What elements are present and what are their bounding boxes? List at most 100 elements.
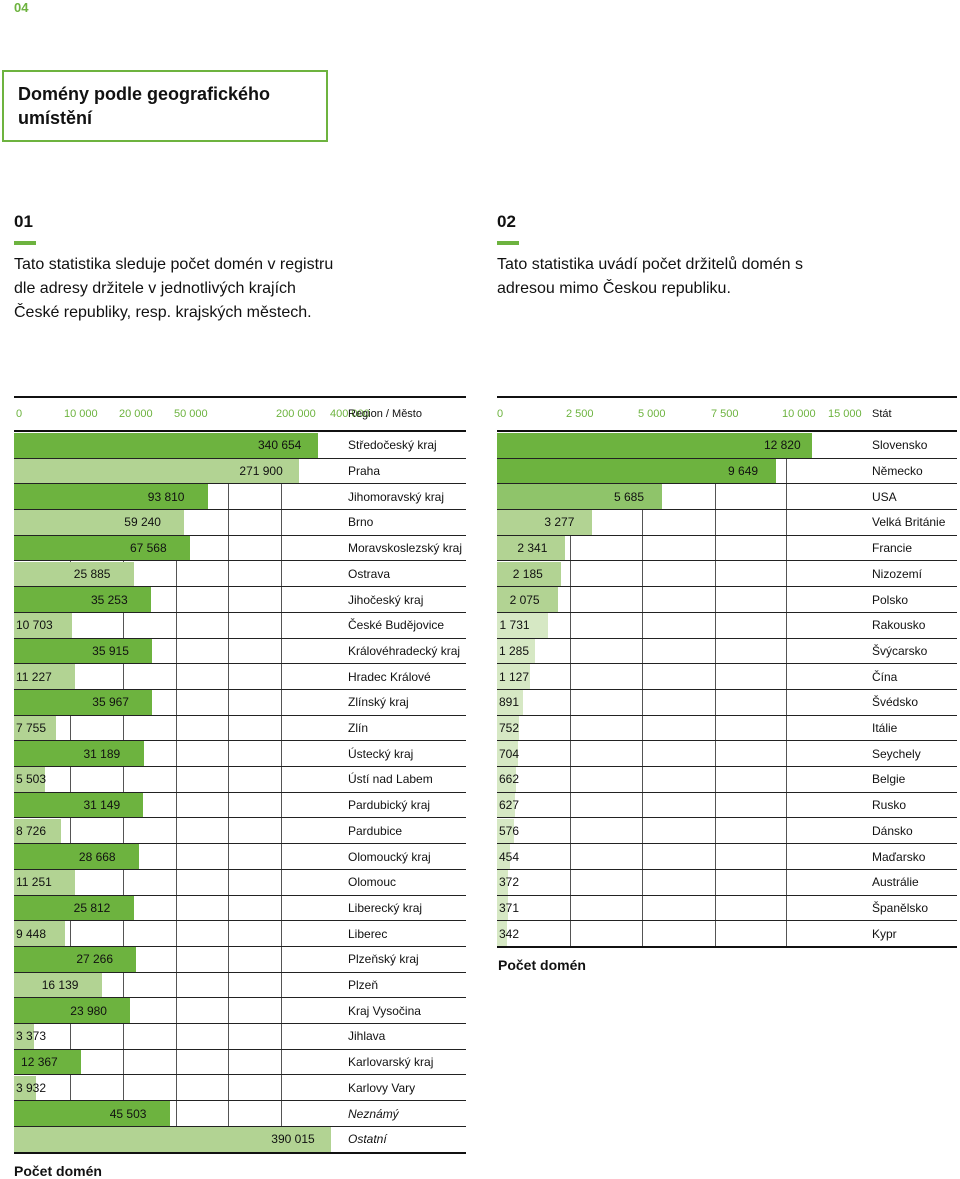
bar-row: 2 075 Polsko: [497, 587, 957, 613]
bar: [497, 458, 777, 484]
bar-row: 10 703 České Budějovice: [14, 612, 466, 639]
bar: [14, 638, 153, 664]
data-label: 8 726: [16, 823, 47, 838]
bar: [497, 433, 812, 458]
bar-row: 704 Seychely: [497, 741, 957, 768]
data-label: 31 149: [83, 798, 121, 813]
x-tick-label: 15 000: [828, 408, 862, 420]
bar-row: 3 277 Velká Británie: [497, 510, 957, 536]
category-label: Královéhradecký kraj: [348, 643, 461, 658]
category-label: Hradec Králové: [348, 669, 431, 684]
x-tick-label: 0: [497, 408, 504, 420]
bar-row: 9 649 Německo: [497, 458, 957, 485]
data-label: 35 253: [90, 592, 128, 607]
x-tick-label: 20 000: [119, 408, 153, 420]
data-label: 45 503: [109, 1106, 147, 1121]
category-label: Jihlava: [348, 1029, 386, 1044]
data-label: 11 251: [16, 875, 52, 890]
bar: [14, 792, 144, 818]
section-number: 02: [497, 212, 516, 231]
data-label: 3 373: [16, 1029, 47, 1044]
bar: [14, 998, 131, 1024]
data-label: 627: [499, 798, 520, 813]
bar-row: 1 731 Rakousko: [497, 612, 957, 639]
category-label: Zlín: [348, 721, 369, 736]
category-label: Rusko: [872, 798, 907, 813]
bar: [14, 690, 153, 715]
bar-row: 1 127 Čína: [497, 664, 957, 690]
category-label: Plzeňský kraj: [348, 952, 419, 967]
category-label: Karlovy Vary: [348, 1080, 416, 1095]
data-label: 704: [499, 746, 520, 761]
data-label: 28 668: [78, 849, 116, 864]
bar: [14, 972, 102, 998]
category-label: Slovensko: [872, 438, 928, 453]
section-underline: [497, 241, 519, 245]
bar-row: 11 227 Hradec Králové: [14, 664, 466, 690]
data-label: 752: [499, 721, 520, 736]
bar: [497, 664, 530, 689]
bar: [14, 947, 137, 972]
bar: [14, 869, 75, 895]
x-tick-label: 2 500: [566, 408, 594, 420]
bar: [497, 895, 508, 921]
section-01: 01 Tato statistika sleduje počet domén v…: [14, 212, 344, 325]
bar-row: 752 Itálie: [497, 715, 957, 742]
bar: [497, 690, 524, 715]
bar-row: 2 341 Francie: [497, 535, 957, 562]
section-text: Tato statistika uvádí počet držitelů dom…: [497, 256, 803, 297]
data-label: 454: [499, 849, 520, 864]
category-label: Kraj Vysočina: [348, 1003, 421, 1018]
bar: [14, 612, 72, 638]
bar: [14, 921, 66, 946]
data-label: 10 703: [16, 618, 53, 633]
bar-row: 271 900 Praha: [14, 458, 466, 485]
bar: [14, 587, 151, 612]
x-axis-title: Počet domén: [14, 1163, 102, 1179]
bar-row: 5 685 USA: [497, 484, 957, 511]
page-number: 04: [14, 0, 29, 15]
category-label: Německo: [872, 464, 923, 479]
category-label: Jihočeský kraj: [348, 592, 424, 607]
category-label: České Budějovice: [348, 618, 445, 633]
data-label: 2 341: [517, 541, 548, 556]
category-label: Neznámý: [348, 1106, 399, 1121]
bar-row: 340 654 Středočeský kraj: [14, 433, 466, 459]
bar-row: 25 885 Ostrava: [14, 561, 466, 588]
gridline: [715, 433, 716, 947]
category-label: Ústí nad Labem: [348, 772, 433, 787]
category-label: Středočeský kraj: [348, 438, 437, 453]
data-label: 271 900: [239, 464, 283, 479]
data-label: 1 285: [499, 643, 530, 658]
data-label: 1 731: [499, 618, 530, 633]
category-label: Austrálie: [872, 875, 919, 890]
category-label: Ostrava: [348, 566, 391, 581]
bar-row: 93 810 Jihomoravský kraj: [14, 484, 466, 511]
data-label: 891: [499, 695, 520, 710]
data-label: 16 139: [41, 978, 79, 993]
data-label: 5 503: [16, 772, 47, 787]
bar: [14, 484, 208, 510]
bar-row: 11 251 Olomouc: [14, 869, 466, 896]
gridline: [228, 433, 229, 1153]
data-label: 371: [499, 900, 520, 915]
bar-row: 9 448 Liberec: [14, 921, 466, 947]
bar: [497, 921, 507, 946]
bar-row: 454 Maďarsko: [497, 844, 957, 870]
bar-row: 12 820 Slovensko: [497, 433, 957, 459]
data-label: 2 075: [509, 592, 540, 607]
bar-row: 2 185 Nizozemí: [497, 561, 957, 588]
bar-row: 27 266 Plzeňský kraj: [14, 947, 466, 973]
category-label: Praha: [348, 464, 381, 479]
category-label: Ústecký kraj: [348, 746, 414, 761]
section-number: 01: [14, 212, 33, 231]
category-label: Brno: [348, 515, 374, 530]
data-label: 35 967: [92, 695, 129, 710]
label-column-header: Stát: [872, 408, 892, 420]
bar: [497, 767, 517, 792]
x-tick-label: 5 000: [638, 408, 666, 420]
category-label: Itálie: [872, 721, 898, 736]
bar-row: 23 980 Kraj Vysočina: [14, 998, 466, 1025]
bar-row: 5 503 Ústí nad Labem: [14, 767, 466, 793]
bar: [497, 587, 558, 612]
